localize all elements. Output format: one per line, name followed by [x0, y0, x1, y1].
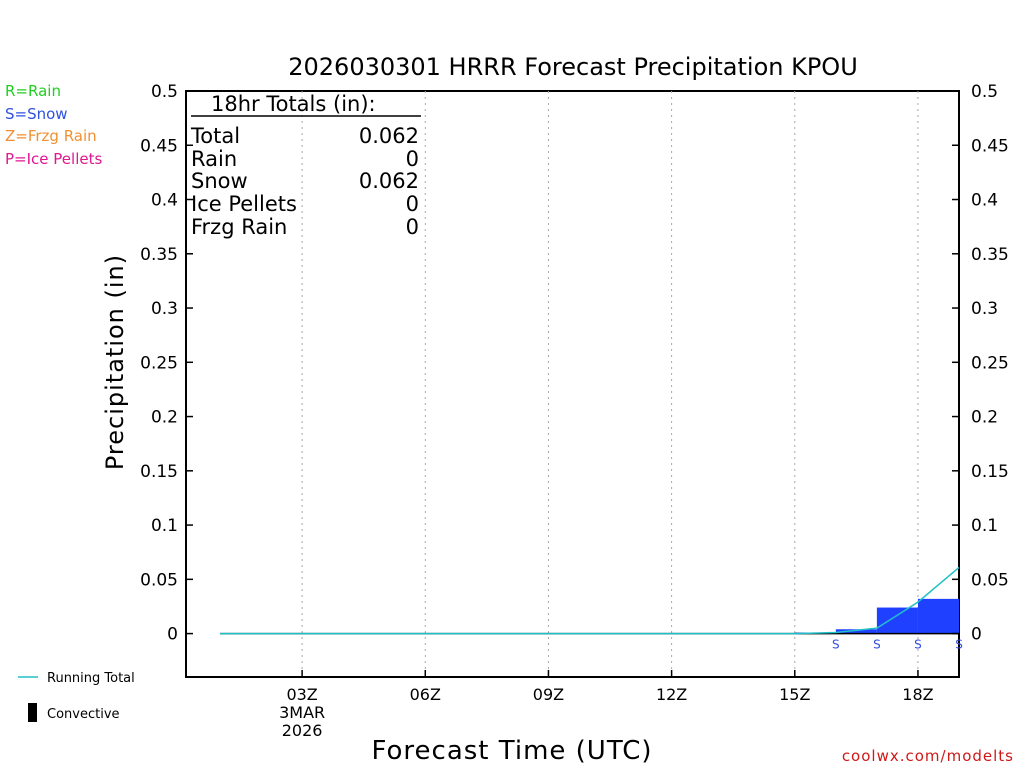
y-tick-label-right: 0.45: [971, 136, 1009, 156]
convective-legend-label: Convective: [47, 707, 120, 722]
y-tick-label-left: 0.35: [140, 245, 178, 265]
precip-bar: [835, 629, 877, 634]
y-tick-label-left: 0.3: [151, 299, 178, 319]
y-tick-label-right: 0.05: [971, 570, 1009, 590]
totals-ice-pellets-value: 0: [406, 192, 419, 216]
ptype-marker-snow: S: [955, 638, 963, 652]
plot-frame: [185, 90, 960, 678]
precip-bar: [917, 598, 959, 634]
y-tick-label-right: 0.35: [971, 245, 1009, 265]
legend-snow: S=Snow: [5, 105, 68, 123]
x-tick-label: 15Z: [779, 685, 810, 704]
y-tick-label-right: 0.1: [971, 516, 998, 536]
y-tick-label-right: 0.15: [971, 462, 1009, 482]
running-total-series: [220, 566, 960, 635]
ptype-marker-snow: S: [832, 638, 840, 652]
totals-total-label: Total: [190, 124, 240, 148]
running-total-legend-label: Running Total: [47, 671, 135, 686]
totals-box: 18hr Totals (in): Total 0.062 Rain 0 Sno…: [190, 92, 421, 239]
y-tick-label-left: 0.1: [151, 516, 178, 536]
gridlines: [301, 91, 919, 677]
chart-title: 2026030301 HRRR Forecast Precipitation K…: [288, 53, 858, 81]
totals-frzg-rain-label: Frzg Rain: [191, 215, 287, 239]
x-tick-label: 06Z: [410, 685, 441, 704]
x-tick-year-label: 2026: [282, 721, 323, 740]
legend-ice-pellets: P=Ice Pellets: [5, 150, 102, 168]
totals-rain-value: 0: [406, 147, 419, 171]
x-axis-label: Forecast Time (UTC): [371, 736, 652, 766]
totals-heading: 18hr Totals (in):: [211, 92, 376, 116]
convective-legend-swatch: [28, 703, 37, 722]
totals-snow-value: 0.062: [359, 169, 419, 193]
y-tick-label-left: 0.2: [151, 408, 178, 428]
x-tick-label: 03Z: [286, 685, 317, 704]
y-tick-label-right: 0.4: [971, 191, 998, 211]
y-tick-label-right: 0.3: [971, 299, 998, 319]
x-tick-label: 12Z: [656, 685, 687, 704]
legend-rain: R=Rain: [5, 82, 61, 100]
y-tick-label-left: 0.45: [140, 136, 178, 156]
ptype-marker-snow: S: [914, 638, 922, 652]
x-tick-label: 18Z: [902, 685, 933, 704]
x-tick-label: 09Z: [533, 685, 564, 704]
totals-rain-label: Rain: [191, 147, 237, 171]
y-axis-label: Precipitation (in): [101, 254, 129, 470]
y-tick-label-right: 0.2: [971, 408, 998, 428]
credit-link[interactable]: coolwx.com/modelts: [842, 747, 1014, 765]
ptype-marker-snow: S: [873, 638, 881, 652]
y-tick-label-right: 0.5: [971, 82, 998, 102]
y-axis-ticks: 0 00.05 0.050.1 0.10.15 0.150.2 0.20.25 0.250.…: [140, 82, 1009, 645]
legend-frzg-rain: Z=Frzg Rain: [5, 127, 97, 145]
running-total-line: [220, 566, 960, 635]
totals-total-value: 0.062: [359, 124, 419, 148]
y-tick-label-left: 0.05: [140, 570, 178, 590]
y-tick-label-left: 0.5: [151, 82, 178, 102]
y-tick-label-left: 0.4: [151, 191, 178, 211]
y-tick-label-left: 0.25: [140, 353, 178, 373]
y-tick-label-right: 0: [971, 625, 982, 645]
y-tick-label-right: 0.25: [971, 353, 1009, 373]
precip-bars: [794, 598, 959, 634]
totals-frzg-rain-value: 0: [406, 215, 419, 239]
y-tick-label-left: 0.15: [140, 462, 178, 482]
precip-bar: [876, 607, 918, 634]
y-tick-label-left: 0: [167, 625, 178, 645]
totals-ice-pellets-label: Ice Pellets: [191, 192, 297, 216]
x-tick-date-label: 3MAR: [279, 703, 325, 722]
totals-snow-label: Snow: [191, 169, 248, 193]
